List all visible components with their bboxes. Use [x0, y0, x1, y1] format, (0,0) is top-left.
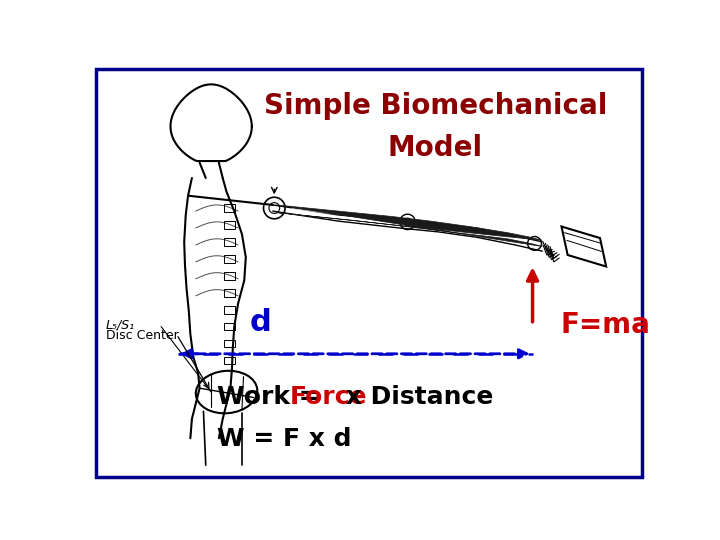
Bar — [224, 340, 235, 347]
Bar — [224, 272, 235, 280]
Bar — [224, 238, 235, 246]
Text: Work =: Work = — [217, 386, 328, 409]
Bar — [224, 306, 235, 314]
Text: W = F x d: W = F x d — [217, 427, 351, 451]
Polygon shape — [276, 205, 542, 247]
Bar — [224, 221, 235, 229]
Text: F=ma: F=ma — [560, 310, 650, 339]
Text: L₅/S₁: L₅/S₁ — [106, 319, 135, 332]
Text: Simple Biomechanical: Simple Biomechanical — [264, 92, 607, 120]
Bar — [224, 255, 235, 262]
Text: Disc Center: Disc Center — [106, 329, 179, 342]
Bar — [224, 356, 235, 365]
Text: d: d — [250, 308, 271, 337]
Text: Model: Model — [388, 134, 483, 162]
Text: x Distance: x Distance — [338, 386, 494, 409]
Bar — [224, 323, 235, 330]
Bar — [224, 289, 235, 296]
Polygon shape — [562, 226, 606, 267]
Bar — [224, 204, 235, 212]
Text: Force: Force — [289, 386, 367, 409]
